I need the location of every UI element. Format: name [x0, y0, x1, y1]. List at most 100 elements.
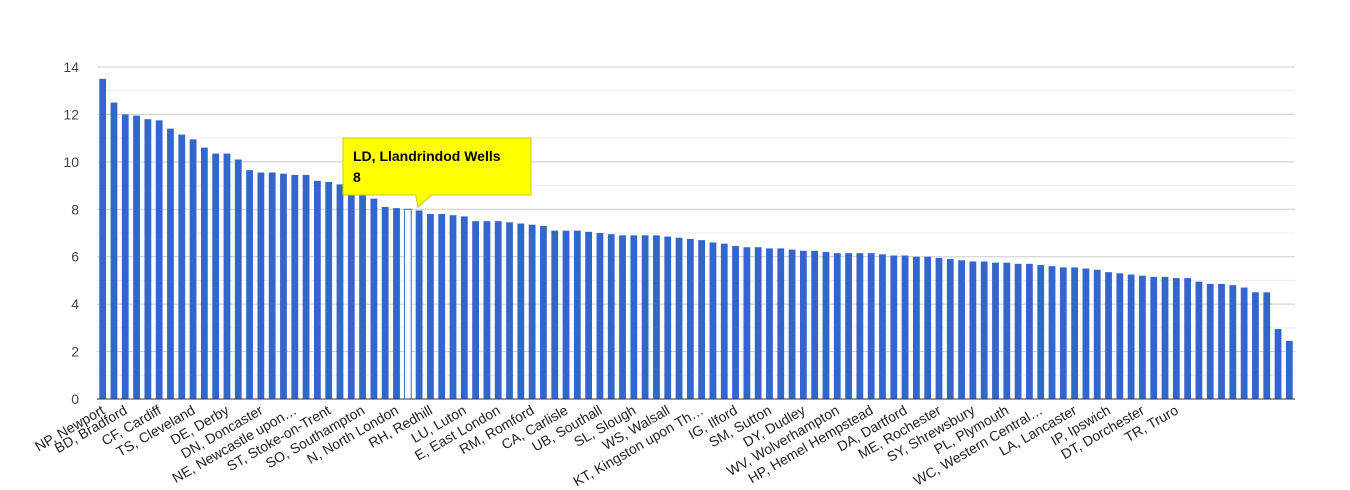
- bar[interactable]: [664, 236, 672, 399]
- bar[interactable]: [99, 78, 107, 399]
- bar[interactable]: [766, 248, 773, 399]
- bar[interactable]: [551, 230, 559, 399]
- bar[interactable]: [992, 262, 999, 399]
- bar[interactable]: [867, 253, 875, 399]
- bar[interactable]: [596, 233, 604, 399]
- bar[interactable]: [1026, 263, 1033, 399]
- bar[interactable]: [1082, 268, 1090, 399]
- bar[interactable]: [347, 186, 355, 399]
- bar[interactable]: [517, 223, 525, 399]
- bar[interactable]: [1003, 262, 1011, 399]
- bar[interactable]: [291, 174, 299, 399]
- bar[interactable]: [641, 235, 649, 399]
- bar[interactable]: [1014, 263, 1022, 399]
- bar[interactable]: [1071, 267, 1079, 399]
- bar[interactable]: [325, 182, 333, 399]
- bar[interactable]: [268, 172, 276, 399]
- bar[interactable]: [155, 120, 163, 399]
- bar[interactable]: [494, 221, 502, 399]
- bar[interactable]: [980, 261, 988, 399]
- bar[interactable]: [460, 216, 468, 399]
- bar[interactable]: [1093, 269, 1101, 399]
- bar[interactable]: [709, 242, 717, 399]
- bar[interactable]: [1285, 340, 1293, 399]
- bar[interactable]: [1127, 274, 1135, 400]
- bar[interactable]: [1048, 266, 1056, 399]
- bar[interactable]: [1116, 273, 1124, 399]
- bar[interactable]: [833, 253, 841, 399]
- bar[interactable]: [257, 172, 265, 399]
- bar[interactable]: [573, 230, 581, 399]
- bar[interactable]: [879, 254, 886, 399]
- bar[interactable]: [958, 260, 965, 399]
- bar[interactable]: [901, 255, 909, 399]
- bar[interactable]: [1172, 278, 1180, 399]
- bar[interactable]: [653, 235, 660, 399]
- bar[interactable]: [438, 214, 446, 399]
- bar[interactable]: [720, 243, 728, 399]
- bar[interactable]: [890, 255, 898, 399]
- bar[interactable]: [811, 250, 819, 399]
- bar[interactable]: [619, 235, 626, 399]
- bar[interactable]: [1240, 287, 1248, 399]
- bar[interactable]: [223, 153, 231, 399]
- bar[interactable]: [483, 221, 491, 399]
- bar[interactable]: [234, 159, 242, 399]
- bar[interactable]: [528, 224, 536, 399]
- bar[interactable]: [845, 253, 852, 399]
- bar[interactable]: [1105, 272, 1112, 399]
- bar[interactable]: [675, 237, 683, 399]
- bar[interactable]: [393, 208, 400, 399]
- bar[interactable]: [427, 214, 434, 399]
- bar[interactable]: [777, 248, 785, 399]
- bar[interactable]: [630, 235, 638, 399]
- bar[interactable]: [686, 238, 694, 399]
- bar[interactable]: [144, 119, 152, 400]
- bar[interactable]: [167, 128, 174, 399]
- bar[interactable]: [280, 173, 287, 399]
- bar[interactable]: [1274, 329, 1282, 399]
- bar[interactable]: [935, 257, 943, 399]
- bar[interactable]: [359, 195, 366, 399]
- bar[interactable]: [121, 114, 129, 399]
- bar[interactable]: [788, 249, 796, 399]
- bar[interactable]: [302, 174, 310, 399]
- bar[interactable]: [1195, 281, 1203, 399]
- bar[interactable]: [449, 215, 457, 399]
- bar[interactable]: [1150, 276, 1158, 399]
- bar[interactable]: [415, 210, 423, 399]
- bar[interactable]: [189, 139, 197, 400]
- bar[interactable]: [1184, 278, 1192, 399]
- bar[interactable]: [585, 231, 593, 399]
- bar[interactable]: [110, 102, 118, 400]
- bar[interactable]: [370, 198, 378, 399]
- bar[interactable]: [1161, 276, 1169, 399]
- bar[interactable]: [1059, 267, 1067, 399]
- bar[interactable]: [698, 240, 706, 399]
- bar[interactable]: [732, 246, 739, 399]
- bar[interactable]: [1229, 285, 1237, 399]
- bar[interactable]: [133, 115, 140, 399]
- bar[interactable]: [178, 134, 186, 400]
- bar[interactable]: [200, 147, 208, 399]
- bar[interactable]: [1263, 292, 1271, 399]
- bar[interactable]: [912, 256, 920, 399]
- bar[interactable]: [969, 261, 977, 399]
- bar[interactable]: [924, 256, 932, 399]
- bar[interactable]: [946, 259, 954, 399]
- bar[interactable]: [1252, 292, 1259, 399]
- bar[interactable]: [822, 251, 830, 399]
- bar[interactable]: [1037, 265, 1045, 399]
- bar[interactable]: [472, 221, 480, 399]
- bar[interactable]: [1139, 275, 1146, 399]
- bar[interactable]: [754, 247, 762, 399]
- bar[interactable]: [246, 170, 253, 399]
- bar[interactable]: [381, 206, 389, 399]
- bar[interactable]: [506, 222, 513, 399]
- bar[interactable]: [562, 230, 570, 399]
- bar[interactable]: [313, 180, 321, 399]
- bar[interactable]: [1218, 283, 1225, 399]
- bar-highlighted[interactable]: [403, 208, 412, 400]
- bar[interactable]: [212, 153, 220, 399]
- bar[interactable]: [799, 250, 807, 399]
